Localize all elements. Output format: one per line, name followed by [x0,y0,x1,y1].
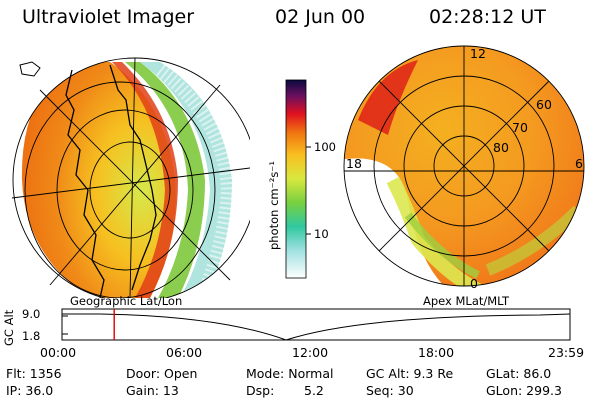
geographic-caption: Geographic Lat/Lon [70,294,183,308]
mlt-label-6: 6 [575,156,583,171]
alt-tick-9: 9.0 [22,307,41,321]
glat-value: GLat: 86.0 [486,366,552,381]
geographic-image-panel [11,57,250,298]
time-tick-1200: 12:00 [292,345,329,360]
colorbar-unit-label: photon cm⁻²s⁻¹ [267,161,281,250]
dsp-value: 5.2 [304,383,324,398]
auroral-emission-left [21,60,176,298]
apex-caption: Apex MLat/MLT [423,294,510,308]
mlat-label-70: 70 [512,120,528,135]
gc-alt-value: GC Alt: 9.3 Re [366,366,454,381]
mlat-label-60: 60 [536,97,552,112]
mlt-label-12: 12 [470,46,486,61]
glon-value: GLon: 299.3 [486,383,562,398]
time-label: 02:28:12 UT [429,6,546,28]
altitude-curve [62,313,571,341]
alt-tick-1-8: 1.8 [22,329,41,343]
time-tick-2359: 23:59 [548,345,585,360]
instrument-title: Ultraviolet Imager [22,6,195,28]
mlt-label-0: 0 [470,276,478,291]
door-value: Door: Open [126,366,198,381]
dsp-label: Dsp: [246,383,275,398]
date-label: 02 Jun 00 [275,6,366,28]
time-tick-0000: 00:00 [40,345,77,360]
time-tick-1800: 18:00 [418,345,455,360]
colorbar-tick-10: 10 [314,227,329,241]
mode-value: Mode: Normal [246,366,334,381]
time-tick-0600: 06:00 [166,345,203,360]
colorbar-tick-100: 100 [314,140,336,154]
mlat-mlt-grid [343,45,585,287]
gc-alt-axis-label: GC Alt [2,309,16,346]
mlt-label-18: 18 [346,156,362,171]
mlat-label-80: 80 [493,140,509,155]
latlon-grid [11,57,250,298]
seq-value: Seq: 30 [366,383,414,398]
altitude-plot [61,308,571,341]
ip-value: IP: 36.0 [6,383,54,398]
mlat-mlt-image-panel [343,45,585,287]
flt-value: Flt: 1356 [6,366,62,381]
colorbar [285,79,311,279]
gain-value: Gain: 13 [126,383,179,398]
coastline [65,64,157,298]
